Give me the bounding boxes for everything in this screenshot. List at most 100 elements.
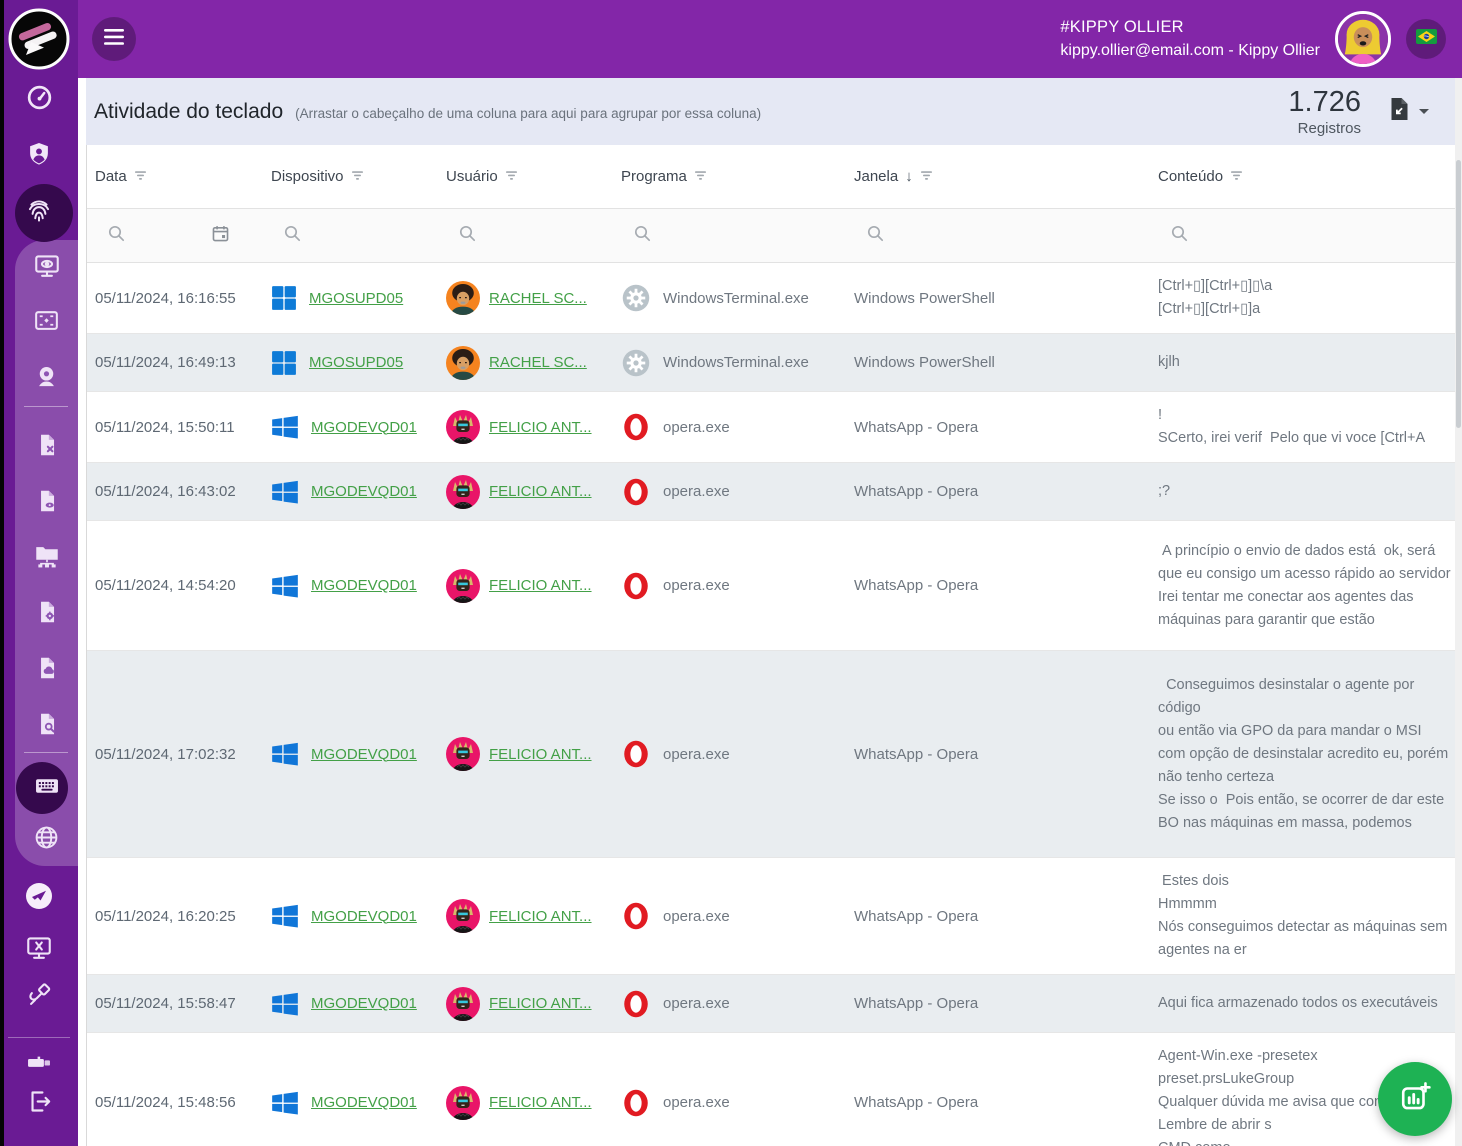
sidebar-item-files-processes[interactable] [15, 591, 78, 637]
folder-network-icon [33, 542, 61, 575]
page-title: Atividade do teclado [94, 99, 284, 123]
device-link[interactable]: MGODEVQD01 [311, 907, 417, 925]
device-link[interactable]: MGOSUPD05 [309, 354, 404, 371]
keyboard-icon [33, 772, 61, 805]
column-header-dispositivo[interactable]: Dispositivo [271, 168, 446, 185]
filter-cell-programa[interactable] [621, 225, 854, 247]
device-link[interactable]: MGODEVQD01 [311, 577, 417, 594]
sidebar-item-files-search[interactable] [15, 703, 78, 749]
row-content: [Ctrl+▯][Ctrl+▯]▯\a [Ctrl+▯][Ctrl+▯]a [1158, 278, 1273, 317]
filter-cell-conteudo[interactable] [1158, 225, 1455, 247]
device-link[interactable]: MGODEVQD01 [311, 418, 417, 436]
sidebar-item-files-deleted[interactable] [15, 424, 78, 470]
table-row[interactable]: 05/11/2024, 15:48:56 MGODEVQD01 FELICIO … [87, 1033, 1455, 1146]
table-row[interactable]: 05/11/2024, 16:16:55 MGOSUPD05 RACHEL SC… [87, 263, 1455, 334]
table-row[interactable]: 05/11/2024, 16:49:13 MGOSUPD05 RACHEL SC… [87, 334, 1455, 392]
sidebar-item-web-activity[interactable] [15, 817, 78, 863]
sidebar-item-usb-devices[interactable] [0, 975, 78, 1021]
language-button[interactable] [1406, 19, 1446, 59]
sidebar [0, 0, 78, 1146]
row-date: 05/11/2024, 16:20:25 [95, 907, 236, 925]
device-link[interactable]: MGODEVQD01 [311, 995, 417, 1012]
table-row[interactable]: 05/11/2024, 15:50:11 MGODEVQD01 FELICIO … [87, 392, 1455, 463]
column-header-data[interactable]: Data [87, 168, 271, 185]
device-link[interactable]: MGOSUPD05 [309, 289, 404, 307]
file-eye-icon [34, 488, 60, 519]
export-button[interactable] [1389, 97, 1429, 126]
scrollbar-thumb[interactable] [1456, 160, 1461, 428]
sidebar-item-remote-desktop[interactable] [0, 927, 78, 973]
user-link[interactable]: FELICIO ANT... [489, 907, 592, 925]
row-date: 05/11/2024, 15:48:56 [95, 1094, 236, 1111]
sidebar-item-files-cloud[interactable] [15, 647, 78, 693]
user-link[interactable]: FELICIO ANT... [489, 995, 592, 1012]
row-device: MGOSUPD05 [271, 285, 446, 311]
brazil-flag-icon [1415, 29, 1437, 49]
table-row[interactable]: 05/11/2024, 14:54:20 MGODEVQD01 FELICIO … [87, 521, 1455, 651]
filter-icon[interactable] [351, 168, 364, 185]
add-report-fab-button[interactable] [1378, 1062, 1452, 1136]
row-window: Windows PowerShell [854, 354, 995, 371]
device-link[interactable]: MGODEVQD01 [311, 745, 417, 763]
program-name: opera.exe [663, 995, 730, 1012]
opera-icon [621, 1088, 651, 1118]
sidebar-item-screen-monitoring[interactable] [15, 245, 78, 291]
row-device: MGODEVQD01 [271, 1089, 446, 1117]
menu-toggle-button[interactable] [92, 17, 136, 61]
filter-icon[interactable] [134, 168, 147, 185]
user-link[interactable]: FELICIO ANT... [489, 745, 592, 763]
device-link[interactable]: MGODEVQD01 [311, 483, 417, 500]
column-header-janela[interactable]: Janela ↓ [854, 168, 1158, 185]
column-header-programa[interactable]: Programa [621, 168, 854, 185]
monitor-x-icon [25, 934, 53, 967]
vertical-scrollbar[interactable] [1455, 78, 1462, 1146]
table-row[interactable]: 05/11/2024, 16:20:25 MGODEVQD01 FELICIO … [87, 858, 1455, 975]
main-content: Atividade do teclado (Arrastar o cabeçal… [78, 78, 1462, 1146]
user-avatar-button[interactable] [1335, 11, 1391, 67]
user-link[interactable]: RACHEL SC... [489, 289, 587, 307]
user-avatar [446, 345, 480, 380]
user-link[interactable]: FELICIO ANT... [489, 483, 592, 500]
filter-cell-janela[interactable] [854, 225, 1158, 247]
row-date: 05/11/2024, 17:02:32 [95, 745, 236, 763]
user-link[interactable]: FELICIO ANT... [489, 1094, 592, 1111]
filter-icon[interactable] [920, 168, 933, 185]
program-name: WindowsTerminal.exe [663, 354, 809, 371]
account-name: #KIPPY OLLIER [1060, 17, 1184, 36]
row-content: Estes dois Hmmmm Nós conseguimos detecta… [1158, 873, 1448, 958]
filter-icon[interactable] [1230, 168, 1243, 185]
table-body: 05/11/2024, 16:16:55 MGOSUPD05 RACHEL SC… [87, 263, 1455, 1146]
table-row[interactable]: 05/11/2024, 15:58:47 MGODEVQD01 FELICIO … [87, 975, 1455, 1033]
user-link[interactable]: RACHEL SC... [489, 354, 587, 371]
sidebar-item-pendrive[interactable] [0, 1041, 78, 1087]
column-header-conteudo[interactable]: Conteúdo [1158, 168, 1455, 185]
filter-icon[interactable] [694, 168, 707, 185]
filter-cell-data[interactable] [87, 224, 271, 248]
user-avatar [446, 737, 480, 771]
sidebar-item-files-viewed[interactable] [15, 480, 78, 526]
device-link[interactable]: MGODEVQD01 [311, 1094, 417, 1111]
user-link[interactable]: FELICIO ANT... [489, 418, 592, 436]
table-row[interactable]: 05/11/2024, 16:43:02 MGODEVQD01 FELICIO … [87, 463, 1455, 521]
table-row[interactable]: 05/11/2024, 17:02:32 MGODEVQD01 FELICIO … [87, 651, 1455, 858]
records-count-number: 1.726 [1288, 86, 1361, 119]
filter-cell-usuario[interactable] [446, 225, 621, 247]
filter-icon[interactable] [505, 168, 518, 185]
windows-10-icon [271, 478, 299, 506]
calendar-icon[interactable] [211, 224, 230, 248]
sidebar-item-webcam[interactable] [15, 356, 78, 402]
sidebar-item-activity[interactable] [0, 190, 78, 236]
sidebar-item-dashboard[interactable] [0, 77, 78, 123]
sidebar-item-network-folders[interactable] [15, 535, 78, 581]
sidebar-item-users[interactable] [0, 133, 78, 179]
opera-icon [621, 571, 651, 601]
row-device: MGODEVQD01 [271, 413, 446, 441]
user-link[interactable]: FELICIO ANT... [489, 577, 592, 594]
sidebar-item-screenshots[interactable] [15, 300, 78, 346]
column-header-usuario[interactable]: Usuário [446, 168, 621, 185]
sidebar-item-messages[interactable] [0, 875, 78, 921]
row-date: 05/11/2024, 15:50:11 [95, 418, 235, 436]
filter-cell-dispositivo[interactable] [271, 225, 446, 247]
sidebar-item-logout[interactable] [0, 1081, 78, 1127]
sidebar-item-keyboard-activity[interactable] [15, 765, 78, 811]
